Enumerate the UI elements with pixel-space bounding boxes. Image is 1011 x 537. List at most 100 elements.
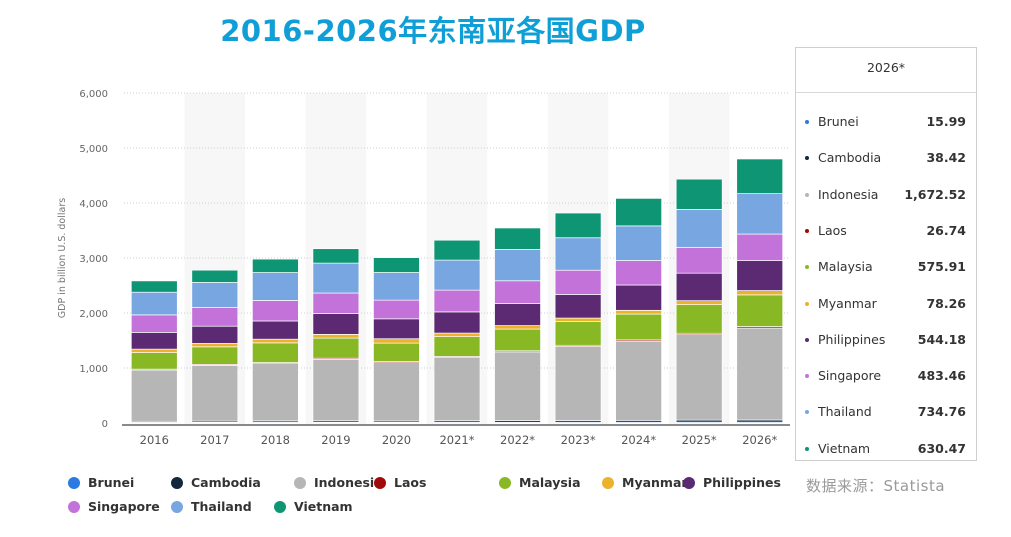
bar-segment-singapore[interactable] bbox=[433, 289, 481, 313]
bar-segment-vietnam[interactable] bbox=[494, 227, 541, 250]
bar-segment-philippines[interactable] bbox=[373, 318, 420, 340]
bar-segment-malaysia[interactable] bbox=[191, 346, 239, 365]
bar-segment-vietnam[interactable] bbox=[554, 212, 602, 239]
bar-segment-indonesia[interactable] bbox=[130, 369, 178, 422]
bar-segment-thailand[interactable] bbox=[191, 282, 239, 308]
bar-segment-thailand[interactable] bbox=[554, 237, 602, 271]
tooltip-series-value: 1,672.52 bbox=[904, 186, 966, 202]
bar-segment-thailand[interactable] bbox=[675, 209, 723, 248]
bar-segment-thailand[interactable] bbox=[433, 259, 481, 291]
bar-segment-philippines[interactable] bbox=[736, 260, 784, 291]
bar-segment-malaysia[interactable] bbox=[252, 342, 299, 363]
bar-stack[interactable] bbox=[736, 158, 784, 424]
bar-segment-malaysia[interactable] bbox=[675, 304, 723, 334]
bar-segment-myanmar[interactable] bbox=[736, 290, 784, 296]
bar-segment-vietnam[interactable] bbox=[675, 178, 723, 210]
x-tick-label: 2022* bbox=[500, 433, 535, 447]
tooltip-row: Laos 26.74 bbox=[796, 221, 976, 241]
bar-segment-malaysia[interactable] bbox=[494, 328, 541, 352]
bar-stack[interactable] bbox=[675, 178, 723, 424]
bar-segment-malaysia[interactable] bbox=[312, 337, 360, 359]
bar-segment-thailand[interactable] bbox=[373, 272, 420, 301]
bar-segment-singapore[interactable] bbox=[373, 299, 420, 320]
bar-segment-indonesia[interactable] bbox=[615, 340, 662, 421]
bar-segment-singapore[interactable] bbox=[736, 233, 784, 261]
series-dot-icon bbox=[805, 228, 809, 233]
tooltip-series-value: 483.46 bbox=[917, 368, 966, 384]
bar-segment-indonesia[interactable] bbox=[494, 351, 541, 421]
bar-segment-thailand[interactable] bbox=[312, 262, 360, 294]
bar-segment-indonesia[interactable] bbox=[554, 346, 602, 421]
bar-segment-singapore[interactable] bbox=[675, 246, 723, 274]
bar-segment-philippines[interactable] bbox=[494, 303, 541, 326]
bar-segment-vietnam[interactable] bbox=[252, 258, 299, 273]
bar-segment-thailand[interactable] bbox=[494, 249, 541, 282]
bar-segment-indonesia[interactable] bbox=[252, 363, 299, 422]
bar-segment-philippines[interactable] bbox=[191, 325, 239, 344]
bar-segment-philippines[interactable] bbox=[252, 320, 299, 340]
x-tick-label: 2025* bbox=[682, 433, 717, 447]
bar-stack[interactable] bbox=[130, 280, 178, 424]
bar-segment-philippines[interactable] bbox=[554, 294, 602, 319]
bar-segment-myanmar[interactable] bbox=[373, 338, 420, 344]
bar-segment-malaysia[interactable] bbox=[554, 321, 602, 346]
bar-segment-myanmar[interactable] bbox=[130, 348, 178, 353]
bar-stack[interactable] bbox=[494, 227, 541, 424]
bar-segment-myanmar[interactable] bbox=[252, 338, 299, 344]
bar-segment-thailand[interactable] bbox=[130, 291, 178, 316]
bar-segment-singapore[interactable] bbox=[615, 260, 662, 286]
bar-segment-thailand[interactable] bbox=[615, 225, 662, 261]
bar-segment-myanmar[interactable] bbox=[191, 343, 239, 348]
bar-stack[interactable] bbox=[433, 239, 481, 424]
bar-segment-singapore[interactable] bbox=[312, 292, 360, 314]
bar-segment-singapore[interactable] bbox=[252, 300, 299, 322]
bars bbox=[130, 158, 784, 424]
bar-segment-thailand[interactable] bbox=[252, 272, 299, 301]
bar-segment-singapore[interactable] bbox=[494, 280, 541, 304]
bar-stack[interactable] bbox=[615, 198, 662, 424]
bar-segment-philippines[interactable] bbox=[615, 284, 662, 311]
bar-segment-singapore[interactable] bbox=[554, 269, 602, 295]
bar-segment-philippines[interactable] bbox=[312, 313, 360, 335]
bar-segment-indonesia[interactable] bbox=[373, 362, 420, 422]
bar-stack[interactable] bbox=[373, 257, 420, 424]
bar-segment-malaysia[interactable] bbox=[130, 352, 178, 370]
bar-segment-malaysia[interactable] bbox=[736, 294, 784, 327]
bar-segment-myanmar[interactable] bbox=[554, 317, 602, 322]
bar-segment-malaysia[interactable] bbox=[615, 313, 662, 341]
bar-segment-indonesia[interactable] bbox=[675, 334, 723, 421]
bar-segment-vietnam[interactable] bbox=[191, 269, 239, 283]
bar-segment-indonesia[interactable] bbox=[312, 358, 360, 422]
bar-segment-singapore[interactable] bbox=[130, 314, 178, 333]
bar-segment-singapore[interactable] bbox=[191, 307, 239, 327]
bar-segment-vietnam[interactable] bbox=[736, 158, 784, 194]
bar-segment-vietnam[interactable] bbox=[615, 198, 662, 227]
bar-stack[interactable] bbox=[312, 248, 360, 424]
bar-stack[interactable] bbox=[191, 269, 239, 424]
bar-segment-myanmar[interactable] bbox=[615, 309, 662, 315]
bar-segment-vietnam[interactable] bbox=[433, 239, 481, 261]
bar-segment-indonesia[interactable] bbox=[433, 357, 481, 422]
bar-segment-indonesia[interactable] bbox=[191, 364, 239, 422]
bar-segment-malaysia[interactable] bbox=[433, 336, 481, 357]
y-tick-label: 6,000 bbox=[79, 89, 108, 100]
bar-stack[interactable] bbox=[554, 212, 602, 424]
tooltip-series-name: Philippines bbox=[818, 331, 886, 347]
bar-segment-myanmar[interactable] bbox=[494, 325, 541, 330]
bar-segment-malaysia[interactable] bbox=[373, 342, 420, 362]
bar-segment-philippines[interactable] bbox=[675, 272, 723, 302]
bar-segment-indonesia[interactable] bbox=[736, 327, 784, 421]
bar-segment-vietnam[interactable] bbox=[312, 248, 360, 264]
bar-segment-thailand[interactable] bbox=[736, 193, 784, 235]
series-dot-icon bbox=[805, 446, 809, 451]
bar-segment-vietnam[interactable] bbox=[373, 257, 420, 273]
bar-stack[interactable] bbox=[252, 258, 299, 424]
bar-segment-philippines[interactable] bbox=[130, 332, 178, 350]
tooltip-series-name: Brunei bbox=[818, 114, 859, 129]
bar-segment-myanmar[interactable] bbox=[675, 300, 723, 305]
legend-dot-icon bbox=[171, 501, 183, 513]
bar-segment-myanmar[interactable] bbox=[433, 332, 481, 338]
bar-segment-vietnam[interactable] bbox=[130, 280, 178, 293]
bar-segment-philippines[interactable] bbox=[433, 311, 481, 334]
bar-segment-myanmar[interactable] bbox=[312, 333, 360, 339]
